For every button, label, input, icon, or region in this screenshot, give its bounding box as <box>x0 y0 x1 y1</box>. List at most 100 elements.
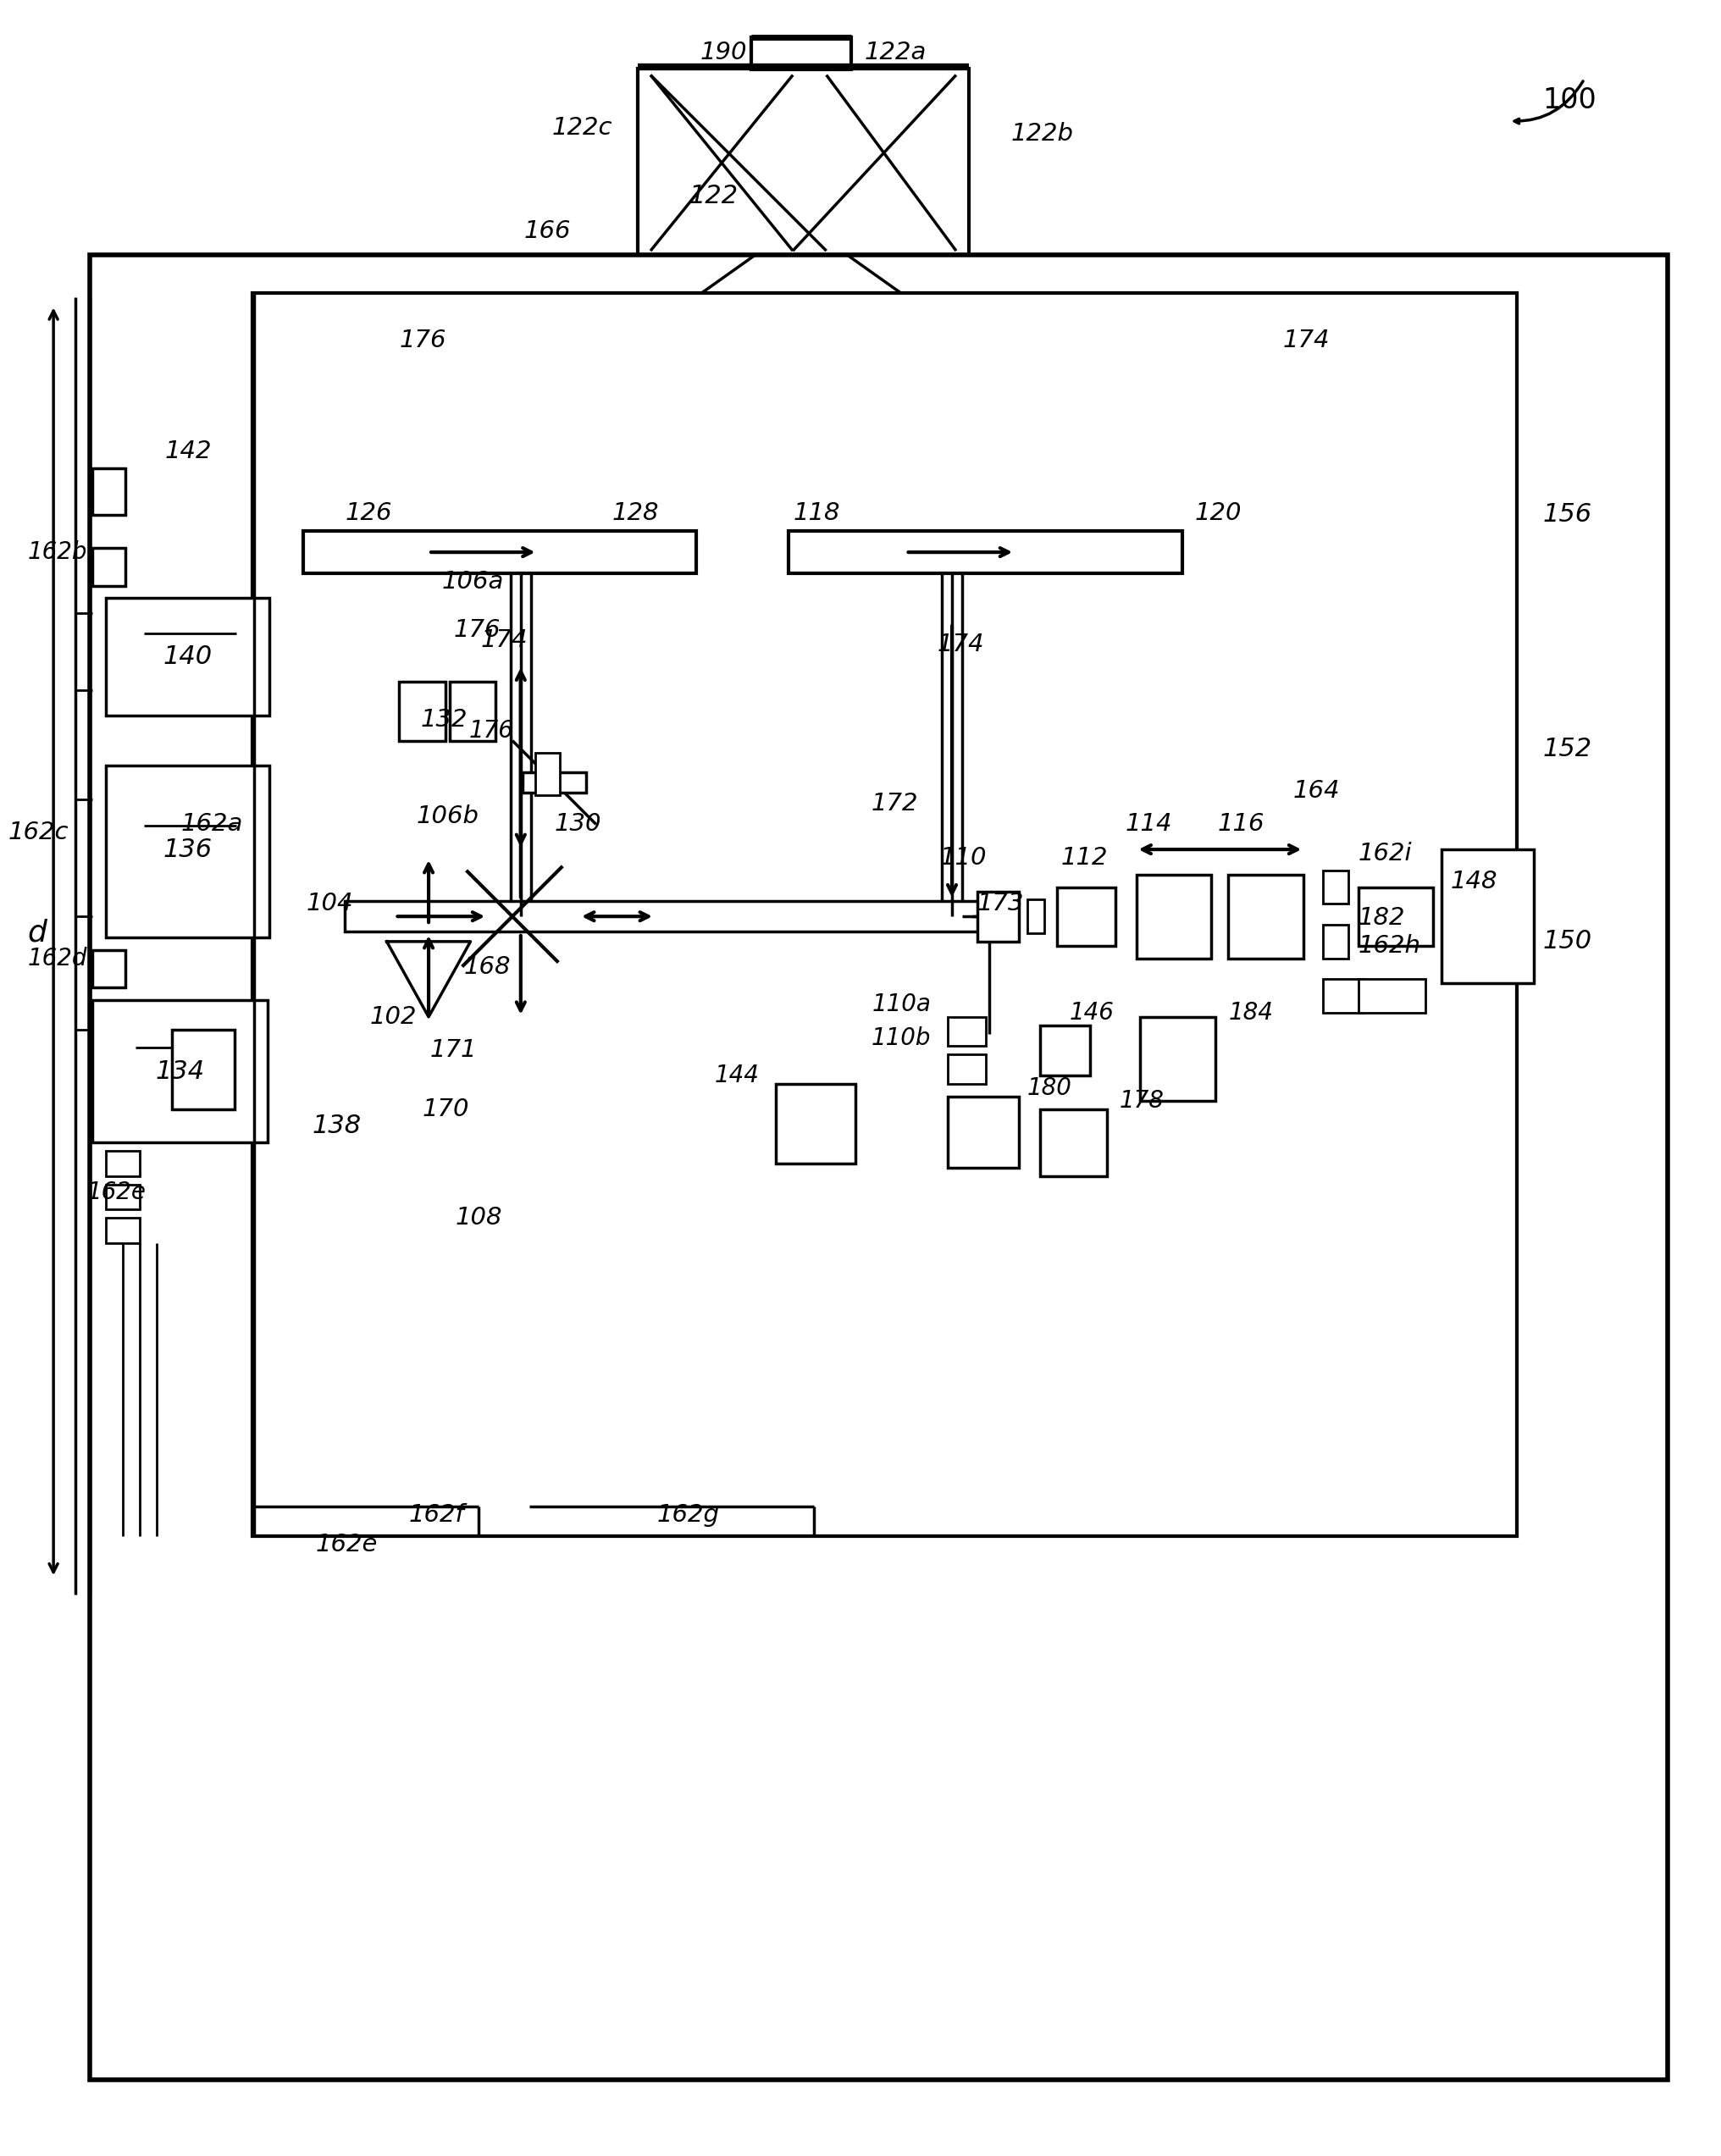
Bar <box>1057 886 1115 946</box>
Text: 102: 102 <box>370 1005 416 1028</box>
Text: 106b: 106b <box>416 804 478 828</box>
Text: 122b: 122b <box>1010 121 1072 144</box>
Text: 176: 176 <box>399 328 446 351</box>
Text: 176: 176 <box>453 619 501 642</box>
Text: 140: 140 <box>163 645 212 668</box>
Bar <box>1322 871 1348 903</box>
Text: 144: 144 <box>714 1063 759 1087</box>
Text: 164: 164 <box>1292 778 1339 802</box>
Text: 146: 146 <box>1069 1000 1113 1024</box>
FancyArrow shape <box>535 752 559 796</box>
Bar <box>788 530 1182 573</box>
Bar <box>91 548 126 586</box>
Text: 110: 110 <box>940 845 986 869</box>
Bar <box>107 1218 139 1244</box>
Text: 162f: 162f <box>410 1503 465 1526</box>
Bar <box>303 530 697 573</box>
Bar <box>253 293 1516 1535</box>
Text: 122: 122 <box>688 183 738 209</box>
Bar <box>107 1151 139 1175</box>
Text: 176: 176 <box>468 718 513 742</box>
Text: 108: 108 <box>454 1205 503 1229</box>
Bar <box>1358 886 1434 946</box>
Bar <box>1139 1018 1215 1100</box>
Text: 171: 171 <box>430 1039 477 1063</box>
Text: 162c: 162c <box>9 821 69 845</box>
Text: 136: 136 <box>163 837 212 862</box>
Text: 162i: 162i <box>1358 841 1411 865</box>
Bar <box>399 681 446 742</box>
Bar <box>750 37 852 69</box>
Text: 178: 178 <box>1119 1089 1163 1112</box>
Bar <box>1440 849 1533 983</box>
Bar <box>776 1084 855 1164</box>
Text: 104: 104 <box>306 893 353 916</box>
Text: 173: 173 <box>976 893 1024 916</box>
Text: 114: 114 <box>1126 813 1172 837</box>
Text: 110b: 110b <box>871 1026 931 1050</box>
Text: d: d <box>28 918 46 946</box>
Text: 134: 134 <box>155 1059 205 1084</box>
Bar <box>1039 1108 1107 1175</box>
Text: 120: 120 <box>1194 500 1241 524</box>
Bar <box>947 1054 984 1084</box>
Text: 156: 156 <box>1542 502 1590 526</box>
Text: 162h: 162h <box>1358 934 1420 957</box>
Bar <box>107 765 270 938</box>
Text: 128: 128 <box>611 500 659 524</box>
Text: 174: 174 <box>936 632 983 655</box>
Bar <box>1027 899 1043 934</box>
Text: 118: 118 <box>792 500 840 524</box>
Text: 112: 112 <box>1060 845 1107 869</box>
Bar <box>947 1018 984 1046</box>
Bar <box>172 1028 234 1108</box>
Text: 110a: 110a <box>871 992 931 1015</box>
Text: 184: 184 <box>1227 1000 1272 1024</box>
Bar <box>449 681 496 742</box>
Text: 122c: 122c <box>552 116 613 140</box>
Bar <box>1227 875 1303 957</box>
Text: 166: 166 <box>523 220 571 244</box>
Bar <box>91 951 126 987</box>
Text: 126: 126 <box>344 500 392 524</box>
Bar <box>91 1000 268 1143</box>
Text: 162e: 162e <box>88 1181 146 1205</box>
Text: 182: 182 <box>1358 906 1404 929</box>
Text: 106a: 106a <box>442 569 504 593</box>
Text: 170: 170 <box>422 1097 468 1121</box>
Text: 148: 148 <box>1449 869 1497 893</box>
Bar <box>1358 979 1425 1013</box>
Bar <box>1136 875 1212 957</box>
Text: 174: 174 <box>480 627 527 651</box>
Bar <box>91 468 126 515</box>
Bar <box>107 1184 139 1210</box>
Text: 150: 150 <box>1542 929 1590 953</box>
Text: 162a: 162a <box>181 813 243 837</box>
Text: 168: 168 <box>463 955 511 979</box>
Bar <box>947 1097 1019 1169</box>
Text: 190: 190 <box>699 41 747 65</box>
Text: 152: 152 <box>1542 737 1590 761</box>
Text: 130: 130 <box>554 813 601 837</box>
Text: 132: 132 <box>420 707 466 731</box>
Text: 172: 172 <box>871 791 917 815</box>
Bar <box>344 901 990 931</box>
Text: 162b: 162b <box>28 541 88 565</box>
Text: 116: 116 <box>1217 813 1263 837</box>
Text: 162d: 162d <box>28 946 88 970</box>
Bar <box>976 890 1019 942</box>
Bar <box>1039 1026 1089 1076</box>
Bar <box>1322 925 1348 957</box>
Bar <box>89 254 1668 2081</box>
Polygon shape <box>387 942 470 1018</box>
Bar <box>521 772 585 793</box>
Text: 162e: 162e <box>315 1533 377 1557</box>
Text: 180: 180 <box>1027 1076 1072 1100</box>
Text: 100: 100 <box>1542 86 1595 114</box>
Text: 174: 174 <box>1282 328 1329 351</box>
Bar <box>107 597 270 716</box>
Bar <box>1322 979 1365 1013</box>
Text: 142: 142 <box>165 440 212 464</box>
Text: 122a: 122a <box>864 41 926 65</box>
Text: 138: 138 <box>312 1112 361 1138</box>
